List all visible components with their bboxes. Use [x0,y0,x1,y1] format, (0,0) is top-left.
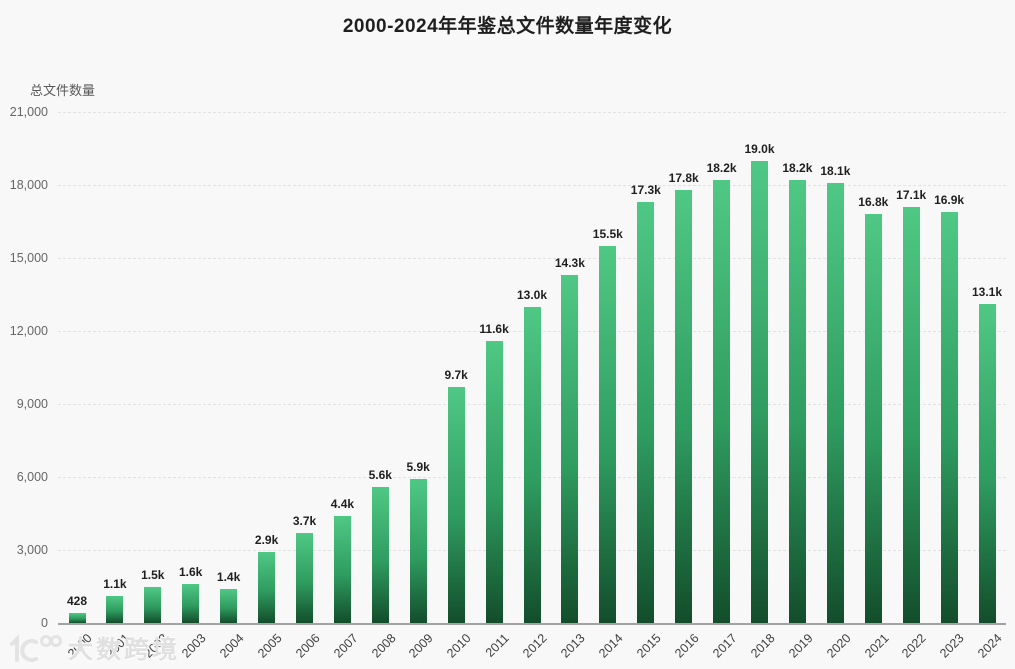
bar-2008[interactable] [371,486,389,623]
bar-value-label: 11.6k [479,321,509,336]
x-tick-label: 2019 [785,631,816,661]
y-tick-label: 9,000 [16,397,48,411]
x-tick-label: 2003 [179,631,209,661]
x-tick-label: 2004 [216,631,247,661]
bar-2014[interactable] [599,245,617,623]
bar-value-label: 13.0k [516,287,548,302]
bar-value-label: 5.6k [368,467,392,482]
bar-2015[interactable] [637,202,655,623]
bar-value-label: 17.3k [630,183,661,197]
bar-2005[interactable] [258,552,276,623]
y-tick-label: 3,000 [16,543,48,557]
bar-2000[interactable] [68,612,86,623]
x-tick-label: 2022 [899,631,930,661]
bar-value-label: 13.1k [971,285,1003,300]
bar-value-label: 1.4k [216,569,241,584]
bar-2011[interactable] [485,340,503,623]
bar-2016[interactable] [675,189,693,623]
gridline [58,258,1006,259]
bar-2003[interactable] [182,584,200,623]
bar-2018[interactable] [751,160,768,623]
x-tick-label: 2017 [709,631,740,661]
y-tick-label: 12,000 [9,324,48,338]
x-axis-line [58,623,1006,625]
bar-2017[interactable] [713,180,731,623]
bar-value-label: 3.7k [292,514,317,528]
x-tick-label: 2002 [141,631,171,661]
bar-2004[interactable] [220,588,238,623]
gridline [58,112,1006,113]
x-tick-label: 2016 [672,631,702,661]
bar-2001[interactable] [106,596,124,623]
bar-value-label: 16.9k [934,192,965,207]
y-tick-label: 18,000 [9,178,48,192]
watermark-logo-icon [10,634,62,662]
bar-value-label: 17.1k [896,187,927,202]
y-tick-label: 21,000 [9,105,48,119]
bar-value-label: 17.8k [668,170,699,185]
bar-value-label: 18.2k [782,161,813,176]
x-tick-label: 2023 [937,631,968,661]
bar-value-label: 1.6k [179,565,203,580]
bar-value-label: 1.1k [103,577,127,592]
bar-2009[interactable] [409,479,427,623]
bar-value-label: 14.3k [554,256,585,270]
x-tick-label: 2009 [406,631,437,661]
x-tick-label: 2024 [975,631,1005,661]
bar-2021[interactable] [864,214,882,623]
x-tick-label: 2015 [634,631,664,661]
gridline [58,185,1006,186]
x-tick-label: 2013 [558,631,588,661]
x-tick-label: 2000 [65,631,95,661]
x-tick-label: 2018 [747,631,778,661]
bar-2010[interactable] [447,387,465,623]
x-tick-label: 2021 [861,631,892,661]
bar-value-label: 428 [66,593,88,608]
chart-title: 2000-2024年年鉴总文件数量年度变化 [342,16,673,37]
bar-value-label: 1.5k [141,567,165,582]
bar-value-label: 9.7k [444,368,468,382]
y-tick-label: 6,000 [16,470,48,484]
x-tick-label: 2007 [330,631,361,661]
y-tick-label: 0 [41,616,48,630]
x-tick-label: 2001 [103,631,133,661]
bar-2020[interactable] [826,182,844,623]
bar-value-label: 18.2k [706,161,737,176]
bar-value-label: 16.8k [858,195,889,210]
x-tick-label: 2020 [823,631,854,661]
bar-2007[interactable] [333,515,351,623]
bar-value-label: 2.9k [254,533,279,548]
bar-2023[interactable] [940,211,958,623]
x-tick-label: 2014 [596,631,626,661]
bar-value-label: 4.4k [330,496,355,511]
x-tick-label: 2010 [444,631,475,661]
bar-2013[interactable] [561,275,579,623]
x-tick-label: 2005 [254,631,285,661]
bar-2012[interactable] [523,306,541,623]
bar-2019[interactable] [788,180,806,623]
x-tick-label: 2006 [292,631,323,661]
x-tick-label: 2008 [368,631,399,661]
x-tick-label: 2012 [520,631,550,661]
bar-2022[interactable] [902,206,920,623]
bar-2006[interactable] [296,533,313,623]
bar-value-label: 5.9k [406,460,430,475]
y-axis-name: 总文件数量 [30,83,96,98]
bar-2002[interactable] [144,586,162,623]
bar-value-label: 15.5k [592,226,623,241]
x-tick-label: 2011 [483,631,513,660]
bar-2024[interactable] [978,304,996,623]
bar-value-label: 18.1k [820,163,851,178]
bar-value-label: 19.0k [744,141,775,156]
y-tick-label: 15,000 [9,251,48,265]
